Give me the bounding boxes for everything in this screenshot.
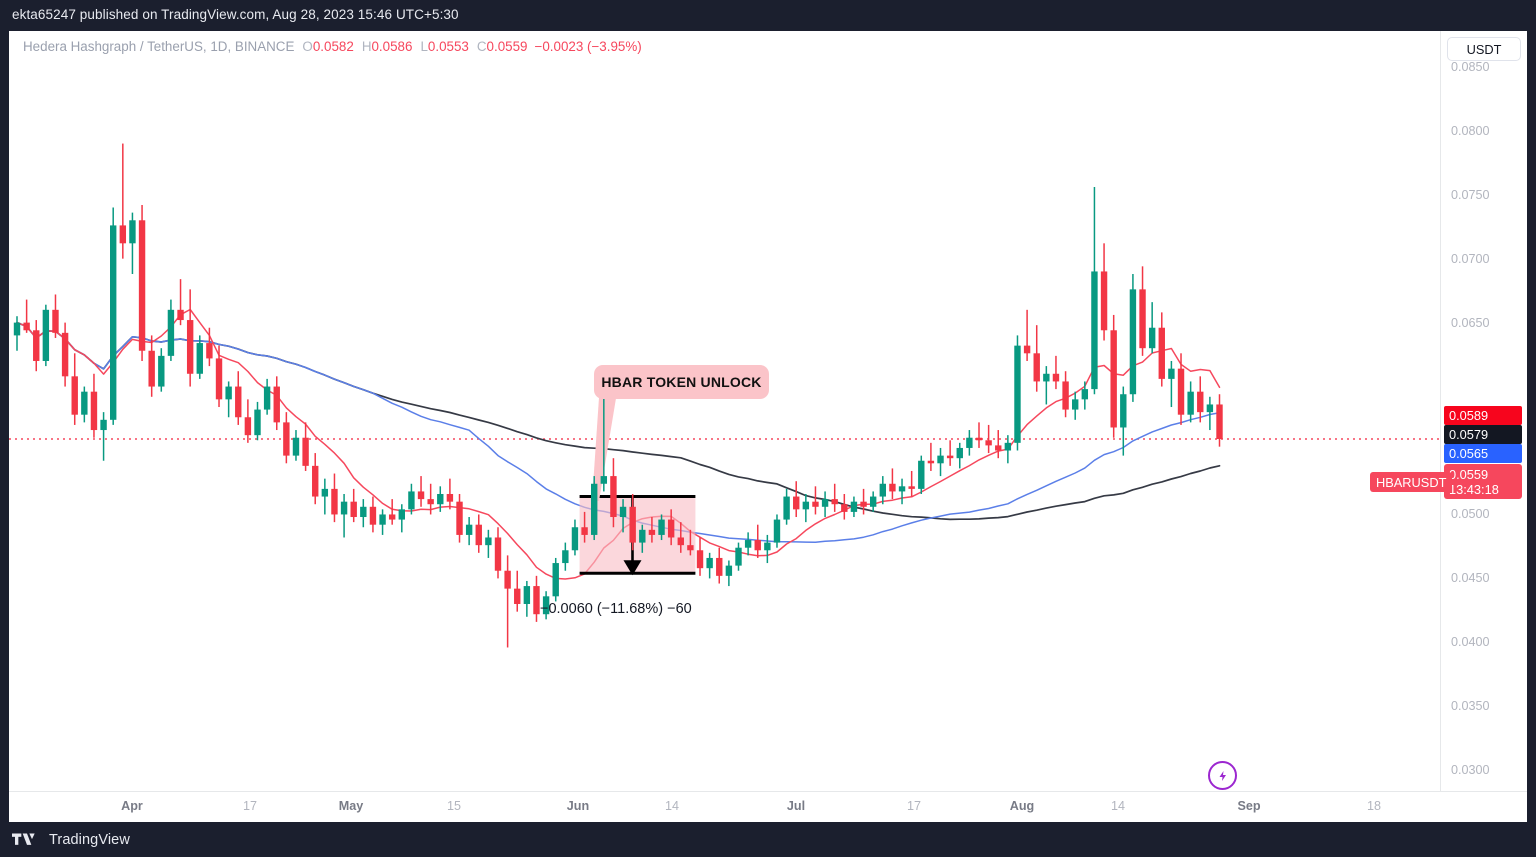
legend-high-label: H bbox=[361, 39, 372, 54]
time-tick: Apr bbox=[121, 799, 143, 813]
price-badge: 0.0589 bbox=[1444, 406, 1522, 425]
callout-label: HBAR TOKEN UNLOCK bbox=[601, 374, 762, 390]
price-tick: 0.0300 bbox=[1451, 763, 1490, 778]
time-tick: 14 bbox=[1110, 799, 1126, 813]
time-tick: 18 bbox=[1366, 799, 1382, 813]
tradingview-wordmark: TradingView bbox=[49, 831, 130, 848]
time-tick: Jul bbox=[786, 799, 806, 813]
price-tick: 0.0350 bbox=[1451, 699, 1490, 714]
legend-close-value: 0.0559 bbox=[486, 39, 528, 54]
price-tick: 0.0800 bbox=[1451, 123, 1490, 138]
tradingview-logo-icon bbox=[12, 832, 36, 847]
legend-open-value: 0.0582 bbox=[312, 39, 354, 54]
time-tick: Sep bbox=[1237, 799, 1261, 813]
legend-close-label: C bbox=[476, 39, 487, 54]
price-tick: 0.0850 bbox=[1451, 59, 1490, 74]
price-plot bbox=[9, 143, 1441, 648]
time-tick: Jun bbox=[566, 799, 590, 813]
price-tick: 0.0450 bbox=[1451, 571, 1490, 586]
footer-bar: TradingView bbox=[0, 822, 1536, 857]
chart-legend: Hedera Hashgraph / TetherUS, 1D, BINANCE… bbox=[23, 39, 642, 54]
symbol-price-badge: HBARUSDT bbox=[1370, 472, 1453, 492]
legend-open-label: O bbox=[302, 39, 313, 54]
publish-text: ekta65247 published on TradingView.com, … bbox=[12, 7, 459, 22]
chart-canvas[interactable]: Hedera Hashgraph / TetherUS, 1D, BINANCE… bbox=[9, 31, 1527, 822]
price-tick: 0.0750 bbox=[1451, 187, 1490, 202]
publish-bar: ekta65247 published on TradingView.com, … bbox=[0, 0, 1536, 31]
current-price-countdown: 13:43:18 bbox=[1449, 481, 1499, 497]
price-badge: 0.0579 bbox=[1444, 425, 1522, 444]
price-tick: 0.0700 bbox=[1451, 251, 1490, 266]
hbar-token-unlock-callout[interactable]: HBAR TOKEN UNLOCK bbox=[594, 365, 769, 399]
lightning-bolt-icon[interactable] bbox=[1208, 761, 1237, 790]
time-scale[interactable]: Apr 17 May 15 Jun 14 Jul 17 Aug 14 Sep 18 bbox=[9, 791, 1527, 822]
current-price-value: 0.0559 bbox=[1449, 466, 1489, 482]
time-tick: 15 bbox=[446, 799, 462, 813]
price-tick: 0.0650 bbox=[1451, 315, 1490, 330]
legend-change: −0.0023 (−3.95%) bbox=[534, 39, 642, 54]
price-tick: 0.0400 bbox=[1451, 635, 1490, 650]
time-tick: May bbox=[338, 799, 364, 813]
time-tick: 17 bbox=[242, 799, 258, 813]
price-badge: 0.0565 bbox=[1444, 444, 1522, 463]
currency-button[interactable]: USDT bbox=[1447, 37, 1521, 61]
time-tick: 17 bbox=[906, 799, 922, 813]
current-price-badge: 0.0559 13:43:18 bbox=[1444, 464, 1522, 499]
legend-high-value: 0.0586 bbox=[371, 39, 413, 54]
legend-low-value: 0.0553 bbox=[427, 39, 469, 54]
price-tick: 0.0500 bbox=[1451, 507, 1490, 522]
legend-low-label: L bbox=[420, 39, 428, 54]
time-tick: 14 bbox=[664, 799, 680, 813]
time-tick: Aug bbox=[1009, 799, 1035, 813]
legend-symbol[interactable]: Hedera Hashgraph / TetherUS, 1D, BINANCE bbox=[23, 39, 295, 54]
price-scale[interactable]: USDT 0.0300 0.0350 0.0400 0.0450 0.0500 0.065… bbox=[1440, 31, 1527, 822]
measurement-readout: −0.0060 (−11.68%) −60 bbox=[540, 601, 692, 617]
